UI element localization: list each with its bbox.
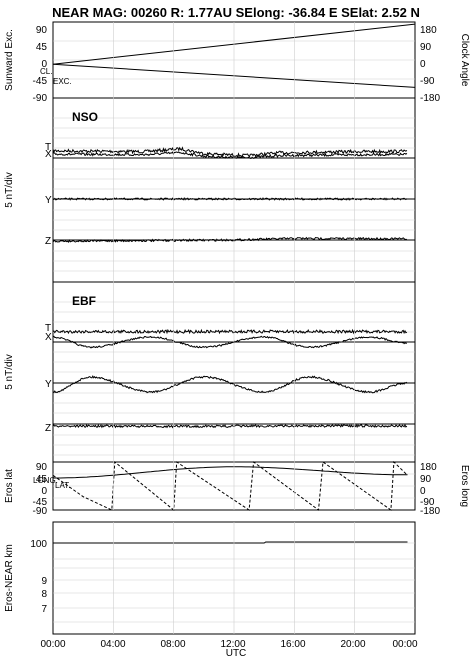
p4-left-tick: 90 — [36, 462, 48, 473]
x-tick-label: 20:00 — [340, 639, 365, 650]
panel-nso: NSO T X Y Z 5 nT/div — [4, 97, 416, 283]
p1-right-tick: 0 — [420, 59, 426, 70]
p4-left-tick: 45 — [36, 474, 48, 485]
p5-left-tick: 7 — [41, 604, 47, 615]
ebf-component-t-label: T — [45, 323, 51, 334]
x-tick-label: 16:00 — [280, 639, 305, 650]
p4-right-tick: 0 — [420, 486, 426, 497]
p4-left-tick: 0 — [41, 486, 47, 497]
panel-eros-position: 90 45 0 -45 -90 180 90 0 -90 -180 Eros l… — [4, 460, 470, 517]
nso-t-trace — [52, 146, 408, 158]
ebf-t-trace — [52, 328, 408, 335]
p4-right-tick: 180 — [420, 462, 437, 473]
figure-title: NEAR MAG: 00260 R: 1.77AU SElong: -36.84… — [52, 5, 420, 20]
panel-orientation: 90 45 0 -45 -90 180 90 0 -90 -180 Sunwar… — [4, 21, 470, 104]
p1-right-axis-label: Clock Angle — [459, 34, 470, 87]
p4-left-axis-label: Eros lat — [4, 469, 15, 503]
ebf-scale-label: 5 nT/div — [4, 354, 15, 390]
p1-left-axis-label: Sunward Exc. — [4, 29, 15, 91]
p1-left-tick: -90 — [33, 93, 48, 104]
ebf-x-trace — [52, 335, 407, 349]
nso-z-trace — [52, 236, 407, 243]
p4-trace-label-lat: LAT. — [55, 481, 70, 490]
ebf-y-trace — [52, 375, 408, 394]
nso-scale-label: 5 nT/div — [4, 172, 15, 208]
p1-left-tick: 45 — [36, 42, 48, 53]
p5-left-tick: 100 — [30, 539, 47, 550]
p4-right-tick: -180 — [420, 506, 440, 517]
p4-right-axis-label: Eros long — [459, 465, 470, 507]
nso-x-trace — [53, 151, 408, 159]
ebf-component-y-label: Y — [45, 379, 52, 390]
p1-right-tick: 90 — [420, 42, 432, 53]
p4-right-tick: -90 — [420, 497, 435, 508]
x-tick-label: 12:00 — [220, 639, 245, 650]
p4-trace-label-long: LONG. — [33, 476, 58, 485]
ebf-component-z-label: Z — [45, 423, 51, 434]
p5-left-tick: 9 — [41, 576, 47, 587]
p1-right-tick: -180 — [420, 93, 440, 104]
eros-lat-trace — [53, 466, 408, 479]
p1-left-tick: 90 — [36, 25, 48, 36]
ebf-z-trace — [52, 423, 408, 429]
nso-component-x-label: X — [45, 149, 52, 160]
x-tick-label: 04:00 — [100, 639, 125, 650]
eros-long-trace — [52, 460, 408, 512]
p4-left-tick: -45 — [33, 497, 48, 508]
p4-right-tick: 90 — [420, 474, 432, 485]
x-axis: 00:00 04:00 08:00 12:00 16:00 20:00 00:0… — [40, 639, 417, 656]
ebf-panel-label: EBF — [72, 294, 96, 308]
nso-component-t-label: T — [45, 142, 51, 153]
p1-trace-label-exc: EXC. — [53, 77, 72, 86]
time-gridlines — [113, 22, 355, 634]
p5-left-tick: 8 — [41, 589, 47, 600]
x-axis-label: UTC — [226, 648, 247, 656]
p1-trace-label-clock: CL. — [40, 67, 52, 76]
x-tick-label: 08:00 — [160, 639, 185, 650]
p1-left-tick: -45 — [33, 76, 48, 87]
x-tick-label: 00:00 — [40, 639, 65, 650]
p1-right-tick: -90 — [420, 76, 435, 87]
p1-left-tick: 0 — [41, 59, 47, 70]
nso-panel-label: NSO — [72, 110, 98, 124]
eros-near-range-trace — [53, 541, 408, 544]
x-tick-label: 00:00 — [392, 639, 417, 650]
panel-range: 100 9 8 7 Eros-NEAR km — [4, 521, 416, 635]
p4-left-tick: -90 — [33, 506, 48, 517]
p5-left-axis-label: Eros-NEAR km — [4, 544, 15, 612]
nso-y-trace — [52, 197, 408, 201]
ebf-component-x-label: X — [45, 332, 52, 343]
nso-component-y-label: Y — [45, 195, 52, 206]
p1-right-tick: 180 — [420, 25, 437, 36]
nso-component-z-label: Z — [45, 236, 51, 247]
panel-ebf: EBF T X Y Z 5 nT/div — [4, 281, 416, 463]
